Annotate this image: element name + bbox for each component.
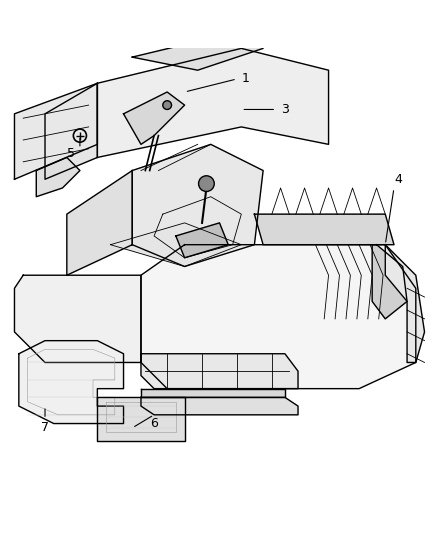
Polygon shape — [176, 223, 228, 258]
Polygon shape — [67, 171, 132, 275]
Polygon shape — [141, 398, 297, 415]
Polygon shape — [141, 354, 297, 389]
Polygon shape — [371, 245, 406, 319]
Polygon shape — [123, 92, 184, 144]
Polygon shape — [254, 214, 393, 245]
Polygon shape — [19, 341, 123, 424]
Polygon shape — [14, 275, 141, 362]
Polygon shape — [110, 223, 241, 266]
Polygon shape — [97, 398, 184, 441]
Text: 6: 6 — [150, 417, 158, 430]
Polygon shape — [141, 245, 415, 389]
Text: 7: 7 — [41, 422, 49, 434]
Polygon shape — [132, 31, 262, 70]
Polygon shape — [14, 83, 97, 179]
Text: 1: 1 — [241, 72, 249, 85]
Polygon shape — [141, 389, 284, 398]
Polygon shape — [385, 245, 424, 362]
Text: 5: 5 — [67, 147, 75, 159]
Text: 3: 3 — [280, 103, 288, 116]
Circle shape — [162, 101, 171, 109]
Text: 4: 4 — [393, 173, 401, 186]
Polygon shape — [97, 49, 328, 157]
Polygon shape — [132, 144, 262, 266]
Polygon shape — [45, 83, 97, 179]
Circle shape — [198, 176, 214, 191]
Polygon shape — [36, 157, 80, 197]
